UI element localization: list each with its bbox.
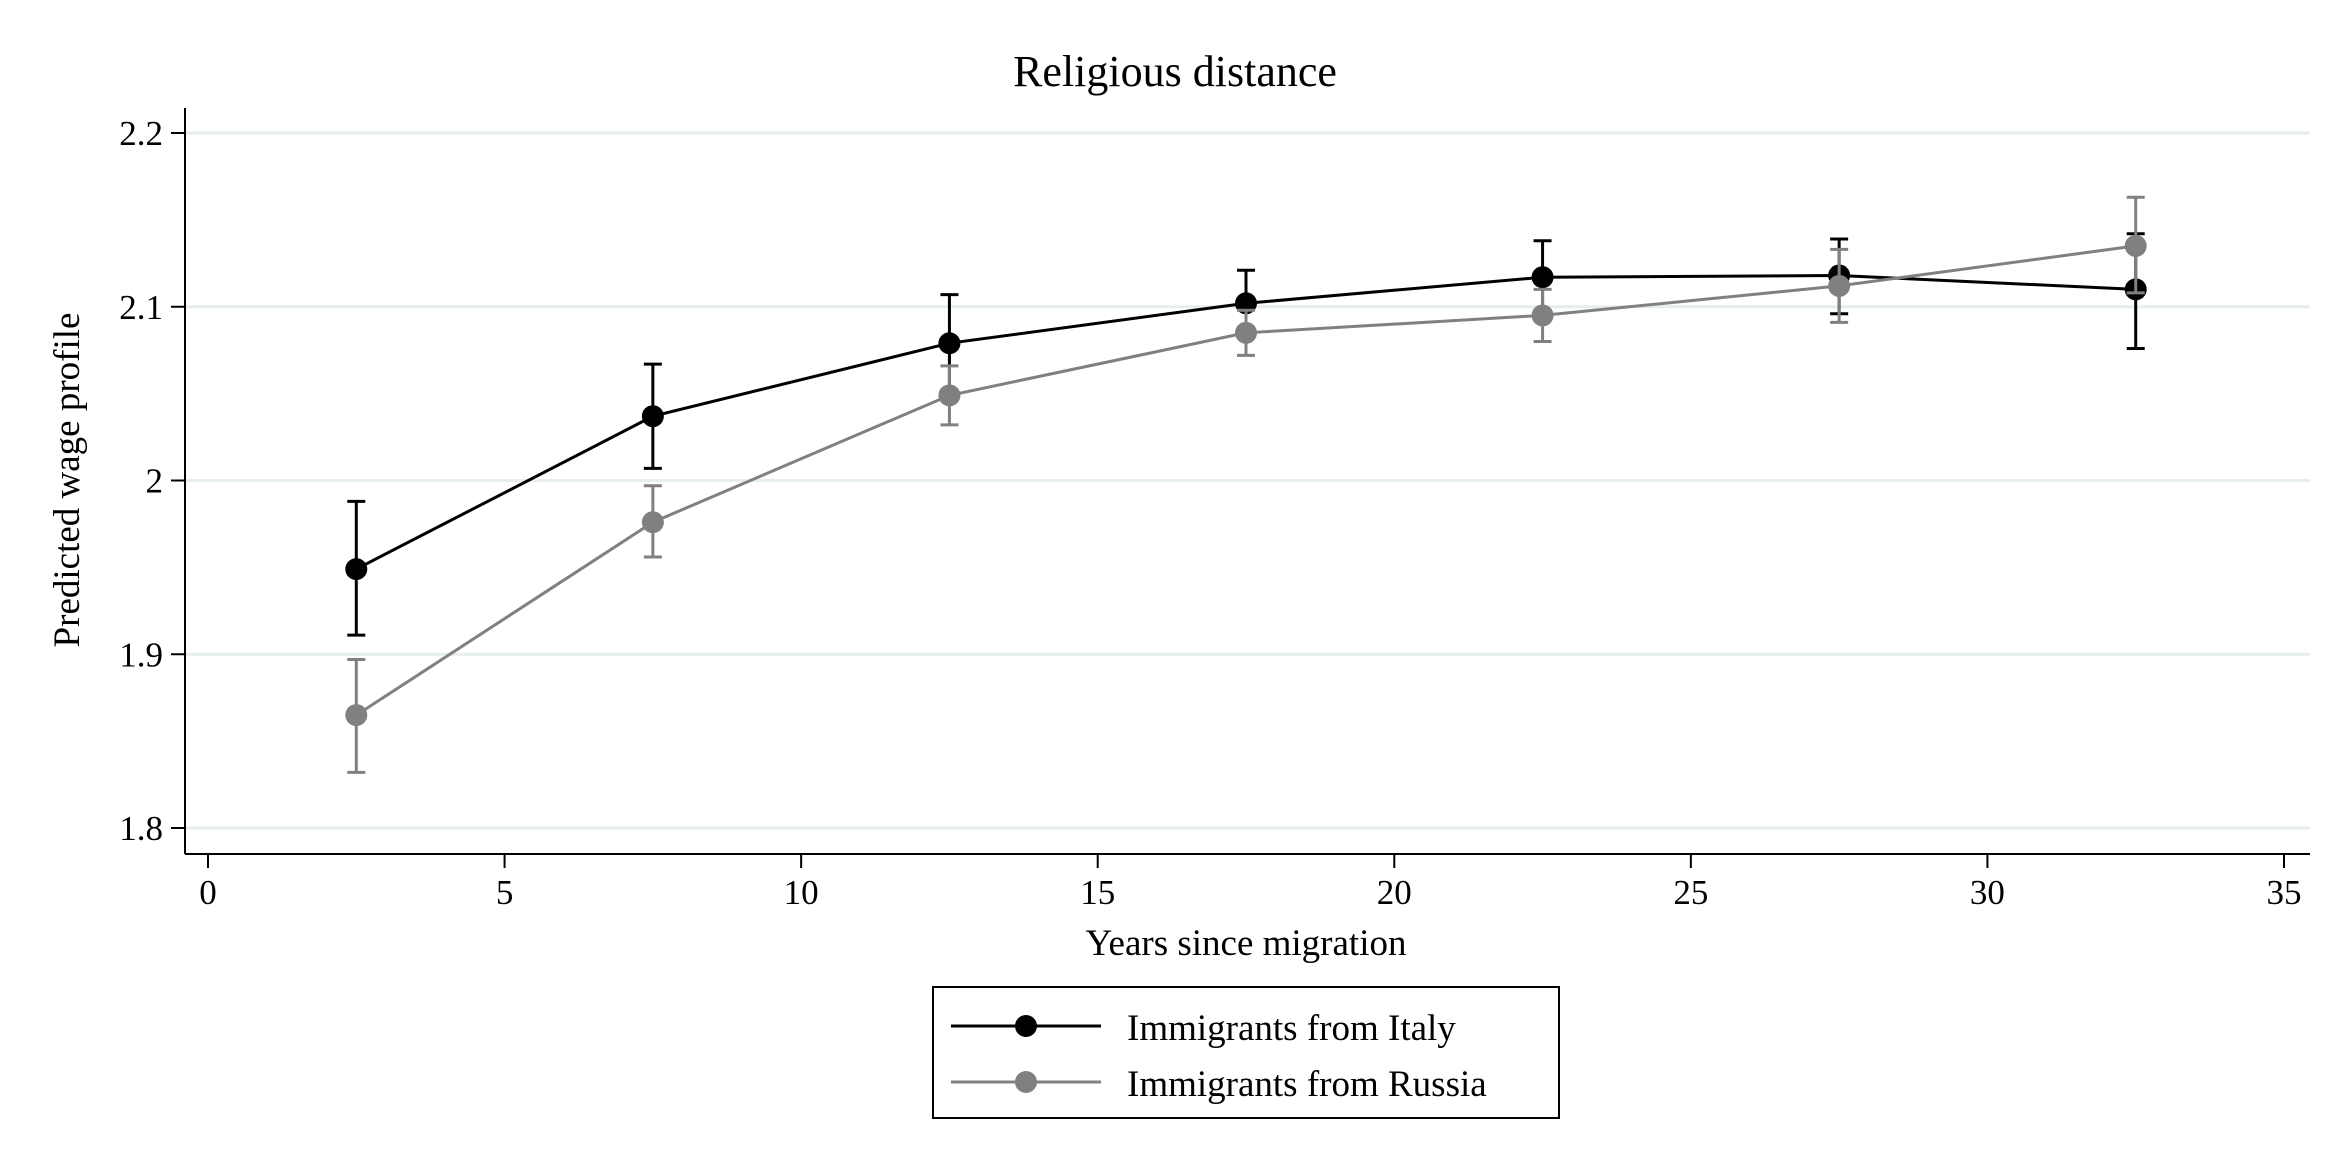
x-tick-label: 0 — [199, 873, 217, 912]
series-immigrants-from-russia — [345, 195, 2147, 774]
x-axis-title: Years since migration — [1086, 923, 1407, 964]
legend: Immigrants from Italy Immigrants from Ru… — [932, 986, 1560, 1119]
x-tick-label: 5 — [496, 873, 514, 912]
data-point — [1531, 266, 1554, 289]
legend-marker-russia — [1015, 1071, 1037, 1093]
data-point — [641, 405, 664, 428]
axes-layer: 1.8 1.9 2 2.1 2.2 0 5 10 15 20 25 30 35 — [119, 108, 2310, 912]
y-axis-title: Predicted wage profile — [47, 313, 88, 648]
data-point — [1828, 274, 1851, 297]
data-point — [938, 384, 961, 407]
x-tick-label: 20 — [1377, 873, 1412, 912]
x-tick-label: 15 — [1080, 873, 1115, 912]
legend-box — [932, 986, 1560, 1119]
y-tick-label: 2.2 — [119, 114, 163, 153]
legend-marker-italy — [1015, 1015, 1037, 1037]
legend-label-russia: Immigrants from Russia — [1127, 1064, 1487, 1105]
data-point — [345, 558, 368, 581]
data-point — [1531, 304, 1554, 327]
y-tick-label: 1.9 — [119, 635, 163, 674]
x-tick-label: 10 — [784, 873, 819, 912]
data-point — [641, 511, 664, 534]
x-tick-label: 25 — [1673, 873, 1708, 912]
data-point — [345, 704, 368, 727]
y-tick-label: 2.1 — [119, 288, 163, 327]
x-tick-label: 30 — [1970, 873, 2005, 912]
chart-title: Religious distance — [1013, 47, 1337, 96]
data-point — [938, 332, 961, 355]
y-tick-label: 1.8 — [119, 809, 163, 848]
x-tick-label: 35 — [2267, 873, 2302, 912]
data-point — [2124, 234, 2147, 257]
series-layer — [345, 195, 2147, 774]
data-point — [1235, 321, 1257, 344]
legend-label-italy: Immigrants from Italy — [1127, 1008, 1456, 1049]
y-tick-label: 2 — [146, 462, 164, 501]
